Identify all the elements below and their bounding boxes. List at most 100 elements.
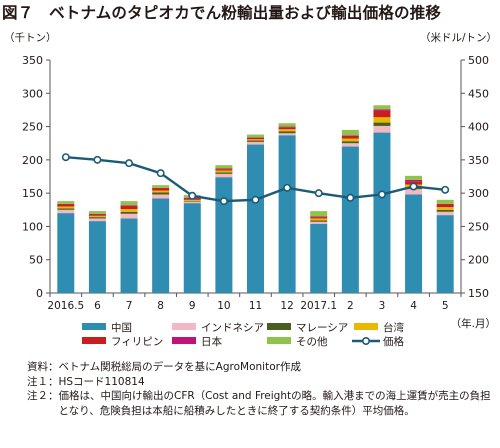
price-point [125, 159, 134, 168]
figure-notes: 資料： ベトナム関税総局のデータを基にAgroMonitor作成 注１： HSコ… [27, 360, 497, 418]
bar-segment [436, 209, 454, 212]
bar-segment [405, 179, 423, 182]
legend-item: インドネシア [172, 322, 264, 334]
bar-stack [57, 201, 75, 293]
x-tick-label: 3 [379, 300, 386, 312]
legend-swatch [267, 323, 291, 330]
bar-segment [278, 129, 296, 132]
bar-stack [215, 165, 233, 293]
bar-segment [120, 205, 138, 210]
legend-label: その他 [296, 335, 328, 348]
left-tick-label: 150 [22, 187, 43, 200]
right-tick-label: 200 [468, 254, 489, 267]
bar-segment [57, 203, 75, 205]
x-tick-label: 2017.1 [300, 300, 337, 312]
x-tick-label: 2 [347, 300, 354, 312]
bar-segment [373, 117, 391, 123]
bar-segment [247, 139, 264, 141]
bar-segment [57, 213, 75, 293]
bar-segment [373, 110, 391, 118]
bar-stacks [57, 105, 454, 293]
bar-segment [247, 137, 264, 140]
bar-segment [183, 199, 201, 202]
bar-segment [120, 209, 138, 212]
note-body: HSコード110814 [58, 375, 145, 388]
bar-segment [152, 194, 170, 199]
bar-segment [152, 185, 170, 188]
bar-segment [278, 123, 296, 127]
bar-segment [183, 201, 201, 204]
x-tick-label: 10 [217, 300, 230, 312]
bar-segment [88, 213, 106, 215]
price-point [61, 153, 70, 162]
bar-stack [183, 195, 201, 293]
right-tick-label: 300 [468, 187, 489, 200]
price-line [61, 153, 450, 206]
x-tick-label: 11 [249, 300, 262, 312]
right-tick-label: 400 [468, 121, 489, 134]
note-source: 資料： ベトナム関税総局のデータを基にAgroMonitor作成 [27, 360, 497, 375]
x-tick-label: 2016.5 [47, 300, 84, 312]
bar-segment [120, 213, 138, 219]
note-2: 注２： 価格は、中国向け輸出のCFR（Cost and Freightの略。輸入… [27, 389, 497, 418]
bar-segment [341, 138, 359, 142]
price-point [251, 195, 260, 204]
bar-segment [152, 198, 170, 293]
note-head: 注２： [27, 390, 59, 402]
bar-segment [215, 165, 233, 169]
bar-stack [436, 199, 454, 293]
price-point [283, 183, 292, 192]
legend-label: インドネシア [201, 322, 264, 334]
legend-label: 日本 [201, 335, 222, 348]
left-tick-label: 50 [29, 254, 43, 267]
price-point [188, 191, 197, 200]
note-1: 注１： HSコード110814 [27, 375, 497, 390]
bar-segment [341, 135, 359, 139]
bar-segment [405, 194, 423, 293]
note-head: 資料： [27, 361, 59, 373]
legend-label: 中国 [111, 321, 132, 334]
bar-segment [310, 211, 328, 217]
bar-segment [278, 133, 296, 136]
bar-segment [88, 214, 106, 216]
x-tick-label: 12 [280, 300, 293, 312]
bar-segment [436, 204, 454, 208]
left-tick-label: 250 [22, 121, 43, 134]
bar-segment [88, 211, 106, 214]
legend-label: 台湾 [383, 321, 404, 334]
bar-segment [373, 109, 391, 111]
price-point [346, 193, 355, 202]
bar-segment [373, 122, 391, 126]
bar-stack [405, 175, 423, 293]
bar-segment [310, 216, 328, 218]
legend-label: 価格 [383, 335, 404, 348]
bar-segment [215, 168, 233, 170]
bar-segment [341, 141, 359, 144]
bar-stack [247, 134, 264, 293]
bar-segment [152, 190, 170, 193]
bar-segment [247, 141, 264, 145]
bar-segment [215, 173, 233, 178]
bar-segment [247, 137, 264, 138]
right-axis-unit-label: （米ドル/トン） [420, 31, 497, 44]
left-axis-unit-label: （千トン） [4, 32, 57, 44]
bar-segment [405, 189, 423, 195]
bar-segment [436, 199, 454, 204]
bar-segment [57, 201, 75, 204]
bar-segment [152, 188, 170, 191]
legend-swatch [82, 337, 106, 344]
right-tick-label: 350 [468, 154, 489, 167]
x-tick-label: 8 [157, 300, 164, 312]
right-tick-label: 500 [468, 54, 489, 67]
bar-segment [183, 203, 201, 293]
bar-segment [341, 143, 359, 147]
bar-stack [278, 123, 296, 293]
bar-segment [215, 172, 233, 174]
bar-segment [341, 135, 359, 136]
price-point [219, 197, 228, 206]
note-head: 注１： [27, 375, 59, 388]
legend-item: 中国 [82, 321, 132, 334]
bar-segment [88, 221, 106, 293]
bar-stack [88, 211, 106, 293]
